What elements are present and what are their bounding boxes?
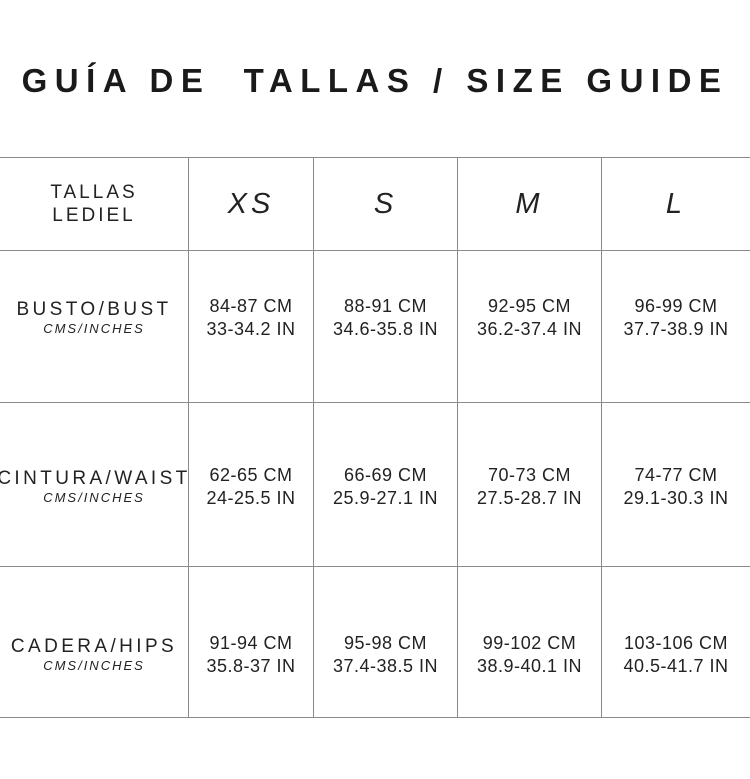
value-in: 34.6-35.8 IN bbox=[332, 318, 439, 339]
value-in: 37.4-38.5 IN bbox=[332, 656, 439, 676]
value-cm: 99-102 CM bbox=[482, 633, 577, 653]
value-cell: 91-94 CM 35.8-37 IN bbox=[188, 567, 313, 717]
value-cell: 88-91 CM 34.6-35.8 IN bbox=[313, 251, 457, 402]
row-sublabel: CMS/INCHES bbox=[43, 658, 145, 673]
header-label-line1: TALLAS bbox=[50, 182, 138, 203]
value-in: 27.5-28.7 IN bbox=[476, 487, 583, 508]
value-in: 35.8-37 IN bbox=[206, 656, 296, 676]
row-label: BUSTO/BUST bbox=[16, 298, 172, 320]
value-cell: 74-77 CM 29.1-30.3 IN bbox=[601, 403, 750, 566]
value-in: 25.9-27.1 IN bbox=[332, 487, 439, 508]
size-header-xs: XS bbox=[188, 158, 313, 250]
value-cell: 99-102 CM 38.9-40.1 IN bbox=[457, 567, 601, 717]
size-header-m: M bbox=[457, 158, 601, 250]
value-in: 24-25.5 IN bbox=[206, 487, 296, 508]
value-cm: 103-106 CM bbox=[623, 633, 729, 653]
row-sublabel: CMS/INCHES bbox=[43, 489, 145, 505]
table-row-hips: CADERA/HIPS CMS/INCHES 91-94 CM 35.8-37 I… bbox=[0, 566, 750, 718]
row-label-cell: CINTURA/WAIST CMS/INCHES bbox=[0, 403, 188, 566]
value-in: 36.2-37.4 IN bbox=[476, 318, 583, 339]
value-cm: 84-87 CM bbox=[209, 295, 293, 316]
size-header-l: L bbox=[601, 158, 750, 250]
value-in: 40.5-41.7 IN bbox=[623, 656, 729, 676]
value-cell: 84-87 CM 33-34.2 IN bbox=[188, 251, 313, 402]
value-cm: 95-98 CM bbox=[343, 633, 428, 653]
size-label: S bbox=[373, 187, 398, 220]
value-cm: 62-65 CM bbox=[209, 464, 293, 485]
value-cm: 96-99 CM bbox=[634, 295, 718, 316]
table-row-bust: BUSTO/BUST CMS/INCHES 84-87 CM 33-34.2 IN… bbox=[0, 250, 750, 402]
row-label: CADERA/HIPS bbox=[10, 636, 178, 657]
value-cell: 62-65 CM 24-25.5 IN bbox=[188, 403, 313, 566]
value-in: 37.7-38.9 IN bbox=[623, 318, 729, 339]
value-cm: 92-95 CM bbox=[487, 295, 572, 316]
value-cm: 70-73 CM bbox=[487, 464, 572, 485]
value-cm: 74-77 CM bbox=[634, 464, 718, 485]
value-cell: 66-69 CM 25.9-27.1 IN bbox=[313, 403, 457, 566]
size-label: XS bbox=[227, 187, 275, 220]
table-row-waist: CINTURA/WAIST CMS/INCHES 62-65 CM 24-25.5… bbox=[0, 402, 750, 566]
size-label: M bbox=[515, 187, 544, 220]
value-in: 33-34.2 IN bbox=[206, 318, 296, 339]
value-cell: 92-95 CM 36.2-37.4 IN bbox=[457, 251, 601, 402]
header-label-cell: TALLAS LEDIEL bbox=[0, 158, 188, 250]
size-table: TALLAS LEDIEL XS S M L BUSTO/BUST CMS/IN… bbox=[0, 157, 750, 718]
header-label-line2: LEDIEL bbox=[52, 205, 136, 226]
value-cell: 103-106 CM 40.5-41.7 IN bbox=[601, 567, 750, 717]
size-label: L bbox=[665, 187, 687, 220]
value-cell: 95-98 CM 37.4-38.5 IN bbox=[313, 567, 457, 717]
value-in: 29.1-30.3 IN bbox=[623, 487, 729, 508]
page-title: GUÍA DE TALLAS / SIZE GUIDE bbox=[21, 62, 729, 99]
value-in: 38.9-40.1 IN bbox=[476, 656, 583, 676]
table-header-row: TALLAS LEDIEL XS S M L bbox=[0, 157, 750, 250]
value-cell: 96-99 CM 37.7-38.9 IN bbox=[601, 251, 750, 402]
value-cm: 88-91 CM bbox=[343, 295, 428, 316]
row-label: CINTURA/WAIST bbox=[0, 467, 191, 489]
row-label-cell: BUSTO/BUST CMS/INCHES bbox=[0, 251, 188, 402]
value-cell: 70-73 CM 27.5-28.7 IN bbox=[457, 403, 601, 566]
value-cm: 66-69 CM bbox=[343, 464, 428, 485]
size-header-s: S bbox=[313, 158, 457, 250]
row-label-cell: CADERA/HIPS CMS/INCHES bbox=[0, 567, 188, 717]
value-cm: 91-94 CM bbox=[209, 633, 293, 653]
row-sublabel: CMS/INCHES bbox=[43, 320, 145, 336]
